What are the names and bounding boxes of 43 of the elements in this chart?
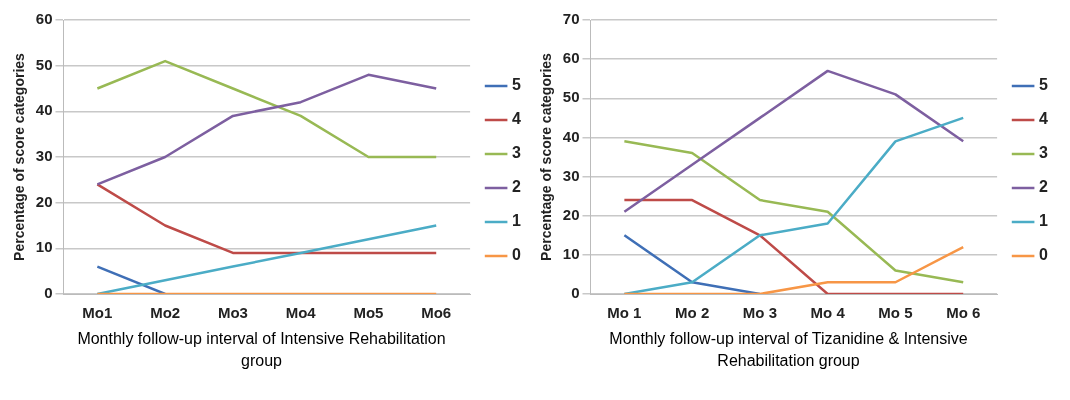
x-tick-label: Mo 2: [675, 304, 710, 322]
y-tick-label: 20: [35, 192, 53, 210]
x-axis-title: Monthly follow-up interval of Intensive Rehabilitation group: [76, 329, 447, 371]
legend-label: 2: [1039, 178, 1049, 196]
x-tick-label: Mo 1: [607, 304, 642, 322]
x-tick-label: Mo6: [421, 304, 452, 322]
x-axis-title: Monthly follow-up interval of Tizanidine & Intensive Rehabilitation group: [608, 329, 969, 371]
y-tick-label: 20: [562, 205, 580, 223]
y-tick-label: 0: [44, 284, 53, 302]
x-tick-label: Mo3: [217, 304, 248, 322]
legend-label: 0: [512, 246, 522, 264]
legend-label: 0: [1039, 246, 1049, 264]
x-tick-label: Mo1: [82, 304, 113, 322]
legend-label: 2: [512, 178, 522, 196]
y-tick-label: 30: [562, 166, 580, 184]
legend-label: 1: [512, 212, 522, 230]
y-axis-title: Percentage of score categories: [11, 52, 28, 261]
x-tick-label: Mo5: [353, 304, 384, 322]
y-tick-label: 30: [35, 147, 53, 165]
y-tick-label: 0: [571, 284, 580, 302]
y-tick-label: 50: [562, 88, 580, 106]
x-tick-label: Mo 5: [878, 304, 913, 322]
y-tick-label: 60: [35, 10, 53, 28]
legend-label: 3: [1039, 144, 1049, 162]
legend-label: 5: [512, 76, 522, 94]
x-tick-label: Mo2: [150, 304, 181, 322]
x-tick-label: Mo 3: [742, 304, 777, 322]
legend-label: 5: [1039, 76, 1049, 94]
legend-label: 4: [512, 110, 522, 128]
y-tick-label: 60: [562, 49, 580, 67]
legend-label: 4: [1039, 110, 1049, 128]
y-tick-label: 40: [562, 127, 580, 145]
x-tick-label: Mo 4: [810, 304, 846, 322]
y-axis-title: Percentage of score categories: [538, 52, 555, 261]
legend-label: 1: [1039, 212, 1049, 230]
y-tick-label: 50: [35, 55, 53, 73]
y-tick-label: 70: [562, 10, 580, 28]
x-tick-label: Mo4: [285, 304, 317, 322]
y-tick-label: 10: [562, 245, 580, 262]
legend-label: 3: [512, 144, 522, 162]
y-tick-label: 40: [35, 101, 53, 119]
y-tick-label: 10: [35, 238, 53, 256]
x-tick-label: Mo 6: [946, 304, 981, 322]
